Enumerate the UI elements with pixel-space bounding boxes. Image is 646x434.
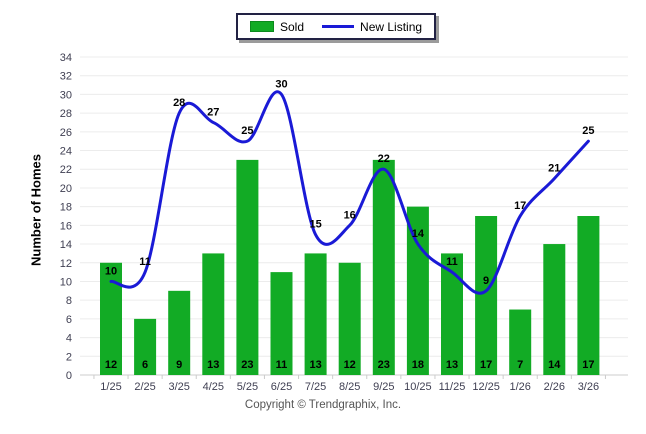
x-tick-label: 10/25 [404, 381, 432, 393]
bar-value-label: 12 [105, 359, 117, 371]
x-tick-label: 1/25 [100, 381, 121, 393]
new-listing-swatch-icon [322, 25, 355, 28]
y-tick-label: 34 [60, 52, 72, 64]
y-tick-label: 24 [60, 146, 72, 158]
line-value-label: 30 [275, 78, 287, 90]
line-value-label: 10 [105, 265, 117, 277]
copyright-text: Copyright © Trendgraphix, Inc. [244, 399, 402, 411]
x-tick-label: 3/25 [168, 381, 189, 393]
legend-item-new-listing: New Listing [312, 20, 422, 34]
y-tick-label: 30 [60, 89, 72, 101]
bar [372, 159, 395, 375]
bar-value-label: 11 [276, 359, 288, 371]
bar-value-label: 13 [309, 359, 321, 371]
bar [134, 318, 157, 375]
bar [475, 216, 498, 375]
x-tick-label: 8/25 [339, 381, 360, 393]
bar [543, 244, 566, 375]
x-tick-label: 2/26 [544, 381, 565, 393]
bar-value-label: 13 [207, 359, 219, 371]
bar [509, 309, 532, 375]
y-tick-label: 0 [66, 370, 72, 382]
x-tick-label: 11/25 [439, 381, 466, 393]
bar-value-label: 6 [142, 359, 148, 371]
x-tick-label: 2/25 [134, 381, 155, 393]
line-series [109, 90, 590, 295]
y-tick-label: 10 [60, 276, 72, 288]
y-tick-label: 16 [60, 220, 72, 232]
bar [338, 262, 361, 375]
x-tick-label: 7/25 [305, 381, 326, 393]
y-tick-label: 32 [60, 71, 72, 83]
x-tick-label: 1/26 [509, 381, 530, 393]
y-tick-label: 14 [60, 239, 72, 251]
line-value-label: 15 [309, 219, 321, 231]
line-value-label: 16 [344, 209, 356, 221]
line-value-label: 11 [446, 256, 458, 268]
bar-value-label: 18 [412, 359, 424, 371]
bar-value-label: 14 [548, 359, 561, 371]
bar-value-label: 17 [480, 359, 492, 371]
legend-item-sold: Sold [250, 20, 304, 34]
bar-value-label: 12 [344, 359, 356, 371]
bar [304, 253, 327, 375]
y-tick-label: 8 [66, 295, 72, 307]
sold-swatch-icon [250, 21, 274, 32]
bar-value-label: 13 [446, 359, 458, 371]
bar [441, 253, 463, 375]
legend-label-sold: Sold [280, 19, 305, 34]
bar-value-label: 23 [241, 359, 253, 371]
x-tick-label: 12/25 [472, 381, 500, 393]
bar [406, 206, 429, 375]
bar [270, 272, 293, 375]
line-value-label: 25 [241, 125, 253, 137]
y-tick-label: 6 [66, 314, 72, 326]
legend: Sold New Listing [236, 13, 437, 40]
y-tick-label: 26 [60, 127, 72, 139]
line-value-label: 17 [514, 200, 526, 212]
bar [202, 253, 225, 375]
line-value-label: 9 [483, 275, 489, 287]
line-value-label: 27 [207, 106, 219, 118]
x-tick-label: 5/25 [237, 381, 258, 393]
bar [100, 262, 122, 375]
line-value-label: 11 [139, 256, 151, 268]
y-tick-label: 22 [60, 164, 72, 176]
y-tick-label: 20 [60, 183, 72, 195]
legend-label-new-listing: New Listing [360, 19, 423, 34]
x-tick-label: 4/25 [203, 381, 224, 393]
bar [577, 216, 600, 375]
y-tick-label: 12 [60, 258, 72, 270]
x-tick-label: 9/25 [373, 381, 394, 393]
bar-value-label: 17 [582, 359, 594, 371]
bar-value-label: 23 [378, 359, 390, 371]
line-value-label: 14 [412, 228, 425, 240]
y-tick-label: 28 [60, 108, 72, 120]
x-tick-label: 3/26 [578, 381, 599, 393]
bar-value-label: 7 [517, 359, 523, 371]
y-tick-label: 18 [60, 202, 72, 214]
line-value-label: 28 [173, 97, 185, 109]
y-tick-label: 4 [66, 333, 72, 345]
line-value-label: 21 [548, 163, 560, 175]
bar [168, 290, 191, 375]
x-tick-label: 6/25 [271, 381, 292, 393]
line-value-label: 25 [582, 125, 594, 137]
y-tick-label: 2 [66, 351, 72, 363]
line-value-label: 22 [378, 153, 390, 165]
bar-value-label: 9 [176, 359, 182, 371]
bar [236, 159, 259, 375]
